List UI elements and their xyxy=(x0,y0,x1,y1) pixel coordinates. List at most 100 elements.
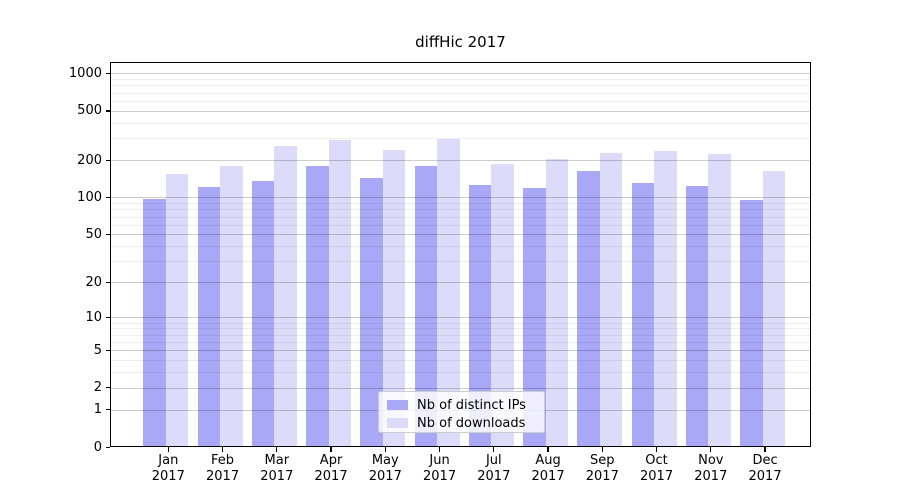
bar-downloads-mar xyxy=(274,145,297,447)
y-tick-2 xyxy=(106,387,110,389)
x-tick-label-may: May 2017 xyxy=(353,453,417,485)
bar-downloads-sep xyxy=(599,152,623,447)
x-tick-nov xyxy=(710,447,712,452)
bar-ips-mar xyxy=(251,180,275,447)
y-tick-label-10: 10 xyxy=(85,309,102,325)
legend-entry-distinct-ips: Nb of distinct IPs xyxy=(387,397,544,413)
y-tick-label-1: 1 xyxy=(93,402,102,418)
bar-downloads-may xyxy=(382,149,406,447)
bar-downloads-feb xyxy=(220,165,243,447)
x-tick-label-nov: Nov 2017 xyxy=(679,453,743,485)
y-tick-label-200: 200 xyxy=(77,152,102,168)
x-tick-year-apr: 2017 xyxy=(314,469,348,484)
x-tick-label-jun: Jun 2017 xyxy=(408,453,472,485)
minor-gridline-9 xyxy=(110,322,811,324)
y-tick-label-1000: 1000 xyxy=(68,65,102,81)
y-tick-label-100: 100 xyxy=(77,189,102,205)
minor-gridline-700 xyxy=(110,92,811,94)
y-tick-label-0: 0 xyxy=(93,439,102,455)
legend-label-downloads: Nb of downloads xyxy=(417,415,526,431)
x-tick-apr xyxy=(330,447,332,452)
minor-gridline-30 xyxy=(110,261,811,263)
y-tick-1000 xyxy=(106,72,110,75)
minor-gridline-4 xyxy=(110,359,811,361)
bar-downloads-apr xyxy=(328,139,352,447)
x-tick-label-oct: Oct 2017 xyxy=(625,453,689,485)
minor-gridline-3 xyxy=(110,372,811,374)
minor-gridline-70 xyxy=(110,216,811,218)
bar-ips-nov xyxy=(685,185,709,447)
legend-swatch-distinct-ips xyxy=(387,400,408,410)
x-tick-year-oct: 2017 xyxy=(640,469,674,484)
legend: Nb of distinct IPs Nb of downloads xyxy=(378,391,545,433)
bar-ips-jan xyxy=(143,199,166,447)
x-tick-jan xyxy=(167,447,169,452)
bar-downloads-jan xyxy=(165,173,189,447)
minor-gridline-7 xyxy=(110,334,811,336)
x-tick-jun xyxy=(438,447,441,452)
major-gridline-50 xyxy=(110,234,811,236)
x-tick-dec xyxy=(764,447,766,452)
x-tick-year-aug: 2017 xyxy=(531,469,565,484)
x-tick-label-jul: Jul 2017 xyxy=(462,453,526,485)
bar-downloads-aug xyxy=(545,159,569,447)
y-tick-label-50: 50 xyxy=(85,226,102,242)
minor-gridline-400 xyxy=(110,122,811,124)
chart-title: diffHic 2017 xyxy=(415,33,506,51)
bar-downloads-nov xyxy=(708,153,731,447)
y-tick-1 xyxy=(106,409,110,411)
minor-gridline-80 xyxy=(110,209,811,211)
x-tick-label-dec: Dec 2017 xyxy=(733,453,797,485)
x-tick-year-sep: 2017 xyxy=(585,469,619,484)
y-tick-200 xyxy=(106,159,110,162)
bar-ips-dec xyxy=(740,199,763,447)
x-tick-year-mar: 2017 xyxy=(260,469,294,484)
y-tick-label-500: 500 xyxy=(77,103,102,119)
bar-ips-oct xyxy=(631,182,655,447)
bar-downloads-dec xyxy=(762,170,786,447)
x-tick-sep xyxy=(601,447,603,452)
x-tick-label-feb: Feb 2017 xyxy=(191,453,255,485)
x-tick-year-jun: 2017 xyxy=(423,469,457,484)
major-gridline-5 xyxy=(110,350,811,352)
bar-ips-feb xyxy=(197,187,221,447)
bar-ips-apr xyxy=(306,165,329,447)
minor-gridline-90 xyxy=(110,203,811,205)
y-tick-20 xyxy=(106,281,110,284)
y-tick-0 xyxy=(106,446,110,448)
x-tick-jul xyxy=(493,447,495,452)
x-tick-year-jan: 2017 xyxy=(151,469,185,484)
bar-ips-jun xyxy=(414,165,438,447)
major-gridline-20 xyxy=(110,282,811,284)
y-tick-500 xyxy=(106,110,110,112)
minor-gridline-40 xyxy=(110,246,811,248)
x-tick-year-jul: 2017 xyxy=(477,469,511,484)
legend-label-distinct-ips: Nb of distinct IPs xyxy=(417,397,526,413)
y-tick-50 xyxy=(106,233,110,236)
x-tick-label-aug: Aug 2017 xyxy=(516,453,580,485)
y-tick-5 xyxy=(106,349,110,351)
x-tick-mar xyxy=(276,447,278,452)
x-tick-year-feb: 2017 xyxy=(206,469,240,484)
major-gridline-200 xyxy=(110,160,811,162)
x-tick-label-apr: Apr 2017 xyxy=(299,453,363,485)
bar-downloads-jul xyxy=(491,164,514,447)
major-gridline-500 xyxy=(110,110,811,112)
x-tick-year-dec: 2017 xyxy=(748,469,782,484)
x-tick-year-nov: 2017 xyxy=(694,469,728,484)
x-tick-label-sep: Sep 2017 xyxy=(570,453,634,485)
y-tick-10 xyxy=(106,316,110,319)
x-tick-label-mar: Mar 2017 xyxy=(245,453,309,485)
major-gridline-2 xyxy=(110,387,811,389)
x-tick-oct xyxy=(655,447,658,452)
y-tick-label-5: 5 xyxy=(93,342,102,358)
legend-entry-downloads: Nb of downloads xyxy=(387,415,544,431)
minor-gridline-900 xyxy=(110,79,811,81)
y-tick-label-2: 2 xyxy=(93,380,102,396)
y-tick-label-20: 20 xyxy=(85,274,102,290)
major-gridline-10 xyxy=(110,317,811,319)
major-gridline-1000 xyxy=(110,73,811,75)
